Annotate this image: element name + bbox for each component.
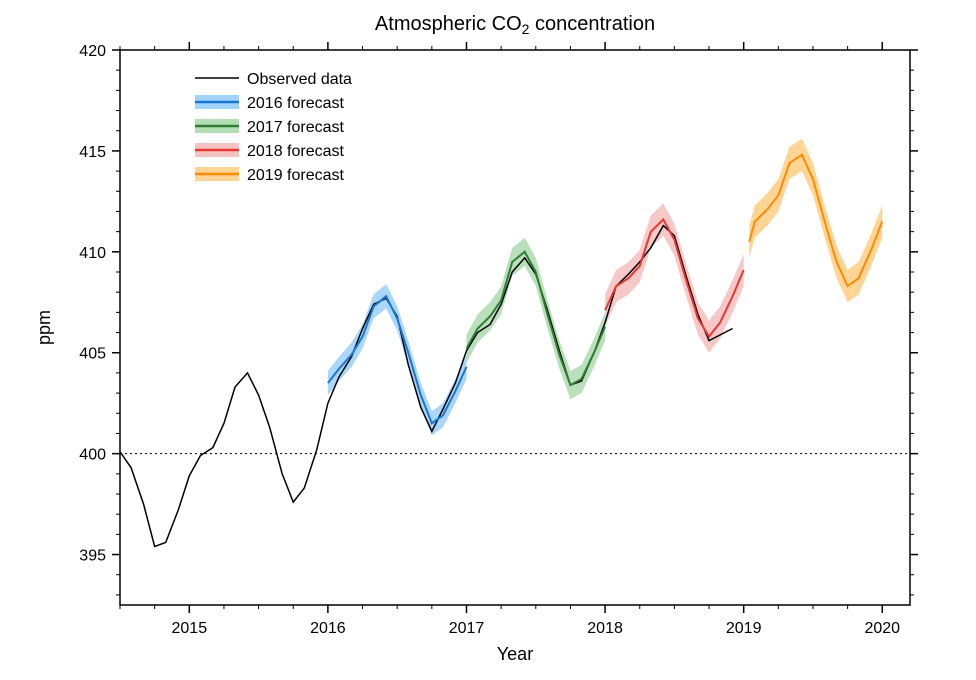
- y-tick-label: 395: [79, 548, 106, 565]
- legend-label: 2017 forecast: [247, 119, 345, 136]
- chart-container: Atmospheric CO2 concentration 395 400 405 41…: [0, 0, 976, 680]
- x-tick-label: 2015: [172, 620, 208, 637]
- x-tick-label: 2019: [726, 620, 762, 637]
- x-tick-label: 2018: [587, 620, 623, 637]
- y-tick-label: 405: [79, 346, 106, 363]
- y-tick-label: 420: [79, 43, 106, 60]
- y-tick-label: 400: [79, 447, 106, 464]
- legend-label: 2016 forecast: [247, 95, 345, 112]
- y-tick-label: 415: [79, 144, 106, 161]
- legend-label: 2018 forecast: [247, 143, 345, 160]
- x-tick-label: 2020: [864, 620, 900, 637]
- legend-label: 2019 forecast: [247, 167, 345, 184]
- x-tick-label: 2017: [449, 620, 485, 637]
- chart-title: Atmospheric CO2 concentration: [375, 13, 655, 37]
- x-tick-label: 2016: [310, 620, 346, 637]
- co2-chart: Atmospheric CO2 concentration 395 400 405 41…: [0, 0, 976, 680]
- x-axis-label: Year: [497, 644, 533, 664]
- y-axis-label: ppm: [34, 310, 54, 345]
- y-tick-label: 410: [79, 245, 106, 262]
- legend-label: Observed data: [247, 71, 352, 88]
